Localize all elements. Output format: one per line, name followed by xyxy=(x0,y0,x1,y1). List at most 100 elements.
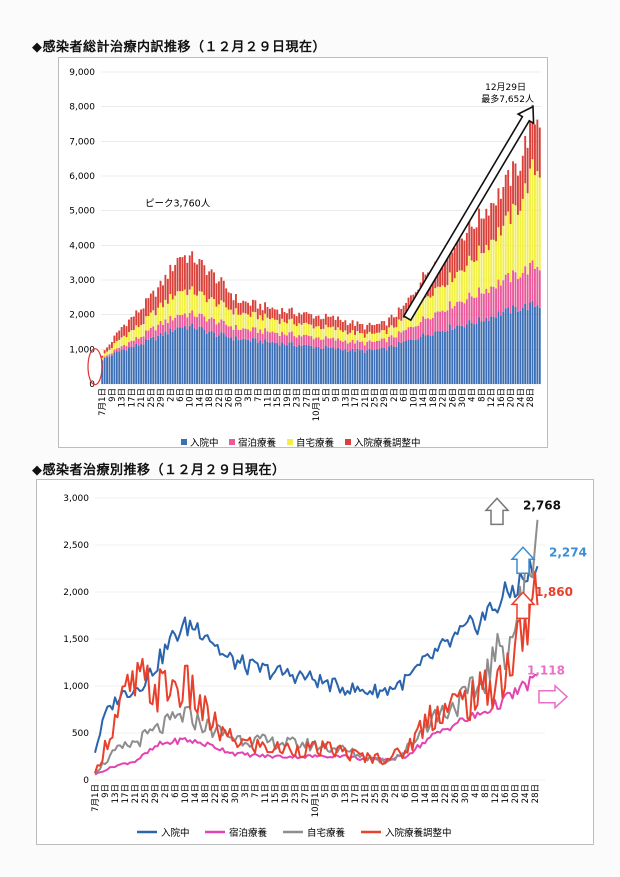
bar-segment xyxy=(378,332,381,341)
bar-segment xyxy=(276,319,279,333)
y-tick-label: 3,000 xyxy=(63,494,89,504)
x-tick-label: 25日 xyxy=(147,388,157,407)
bar-segment xyxy=(174,265,177,296)
bar-segment xyxy=(444,259,446,288)
legend-label: 自宅療養 xyxy=(296,437,335,447)
bar-segment xyxy=(444,287,446,312)
bar-segment xyxy=(383,330,386,339)
y-tick-label: 3,000 xyxy=(69,276,95,286)
bar-segment xyxy=(142,324,145,337)
bar-segment xyxy=(470,226,473,261)
bar-segment xyxy=(179,257,181,292)
bar-segment xyxy=(441,257,444,286)
x-tick-label: 23日 xyxy=(293,388,303,407)
bar-segment xyxy=(210,297,213,318)
bar-segment xyxy=(448,240,451,273)
bar-segment xyxy=(317,326,320,338)
bar-segment xyxy=(171,299,174,321)
bar-segment xyxy=(118,339,121,348)
bar-segment xyxy=(392,346,395,384)
bar-segment xyxy=(490,316,493,384)
bar-segment xyxy=(278,335,281,346)
bar-segment xyxy=(451,329,454,384)
bar-segment xyxy=(422,295,425,317)
bar-segment xyxy=(451,308,454,330)
bar-segment xyxy=(239,314,242,330)
x-tick-label: 15日 xyxy=(273,388,283,407)
bar-segment xyxy=(475,227,478,261)
bar-segment xyxy=(392,327,395,338)
x-tick-label: 4日 xyxy=(471,784,481,798)
bar-segment xyxy=(470,296,473,323)
bar-segment xyxy=(227,292,230,310)
bar-segment xyxy=(244,313,247,329)
bar-segment xyxy=(259,340,262,384)
bar-segment xyxy=(378,340,381,350)
bar-segment xyxy=(200,291,203,314)
bar-segment xyxy=(531,260,534,302)
trend-arrow xyxy=(484,497,510,526)
bar-segment xyxy=(283,322,286,335)
bar-segment xyxy=(191,323,194,384)
y-tick-label: 2,500 xyxy=(63,541,89,551)
x-tick-label: 26日 xyxy=(221,784,231,803)
bar-segment xyxy=(118,347,121,352)
bar-segment xyxy=(247,302,250,315)
x-tick-label: 10月1日 xyxy=(311,784,321,817)
bar-segment xyxy=(108,344,111,350)
bar-segment xyxy=(147,330,150,340)
bar-segment xyxy=(329,338,332,348)
bar-segment xyxy=(339,330,342,341)
x-tick-label: 18日 xyxy=(201,784,211,803)
bar-segment xyxy=(288,308,291,320)
bar-segment xyxy=(128,342,130,348)
x-tick-label: 22日 xyxy=(441,784,451,803)
bar-segment xyxy=(536,305,539,384)
bar-segment xyxy=(128,319,130,333)
bar-segment xyxy=(157,324,160,336)
bar-segment xyxy=(509,185,512,225)
x-tick-label: 16日 xyxy=(497,388,507,407)
bar-segment xyxy=(181,327,184,384)
bar-segment xyxy=(427,296,429,319)
x-tick-label: 6日 xyxy=(171,784,181,798)
bar-segment xyxy=(312,339,315,349)
bar-segment xyxy=(392,317,395,328)
bar-segment xyxy=(152,310,155,327)
bottom-section-title: ◆感染者治療別推移（１２月２９日現在） xyxy=(32,463,286,478)
bar-segment xyxy=(361,333,364,342)
bar-segment xyxy=(147,339,150,384)
series-line xyxy=(94,519,539,775)
bar-segment xyxy=(264,313,267,329)
bar-segment xyxy=(368,322,371,332)
bar-segment xyxy=(249,316,252,332)
x-tick-label: 28日 xyxy=(531,784,541,803)
bar-segment xyxy=(101,355,104,358)
bar-segment xyxy=(395,346,398,384)
bar-segment xyxy=(312,318,315,329)
bar-segment xyxy=(288,319,291,333)
bar-segment xyxy=(470,322,473,384)
bar-segment xyxy=(507,211,510,274)
bar-segment xyxy=(502,225,505,281)
bar-segment xyxy=(480,293,483,322)
bar-segment xyxy=(400,342,403,384)
bar-segment xyxy=(215,324,218,337)
y-tick-label: 1,500 xyxy=(63,635,89,645)
bar-segment xyxy=(463,271,466,304)
bar-segment xyxy=(516,279,519,312)
bar-segment xyxy=(521,155,524,199)
bar-segment xyxy=(303,312,305,323)
bar-segment xyxy=(526,193,529,275)
bar-segment xyxy=(222,280,225,303)
bar-segment xyxy=(305,344,308,384)
bar-segment xyxy=(186,295,189,318)
bar-segment xyxy=(232,300,235,315)
bar-segment xyxy=(145,330,147,340)
bar-segment xyxy=(103,356,106,358)
x-tick-label: 30日 xyxy=(458,388,468,407)
bar-segment xyxy=(191,251,194,287)
x-tick-label: 27日 xyxy=(302,388,312,407)
bar-segment xyxy=(157,335,160,384)
bar-segment xyxy=(108,356,111,384)
